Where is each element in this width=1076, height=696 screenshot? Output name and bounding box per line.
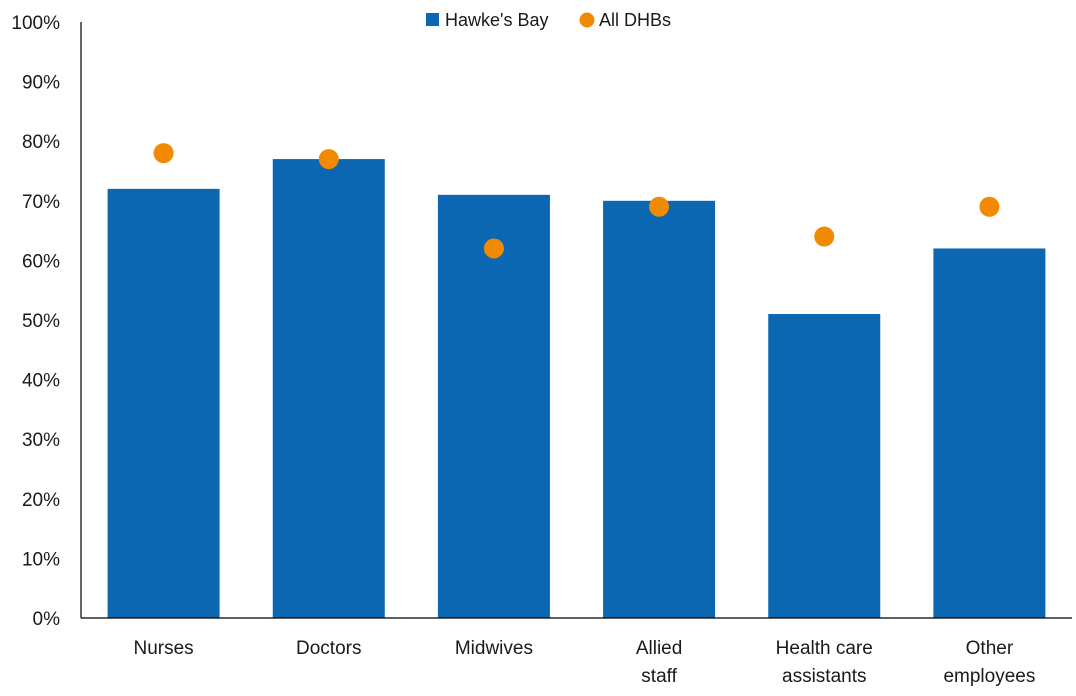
- legend-label: All DHBs: [599, 10, 671, 30]
- x-tick-label: Doctors: [296, 638, 361, 659]
- y-tick-label: 80%: [22, 132, 60, 153]
- y-tick-label: 90%: [22, 73, 60, 94]
- data-point: [483, 238, 504, 259]
- y-tick-label: 70%: [22, 192, 60, 213]
- data-point: [814, 226, 835, 247]
- bar: [107, 188, 220, 618]
- data-point: [649, 196, 670, 217]
- bar: [768, 314, 881, 618]
- bar: [933, 248, 1046, 619]
- legend-label: Hawke's Bay: [445, 10, 548, 30]
- y-tick-label: 50%: [22, 311, 60, 332]
- x-tick-label: Nurses: [133, 638, 193, 659]
- x-tick-label: Midwives: [455, 638, 533, 659]
- y-tick-label: 20%: [22, 490, 60, 511]
- x-tick-label: Health care assistants: [776, 638, 873, 687]
- data-point: [318, 149, 339, 170]
- y-axis: 0% 10% 20% 30% 40% 50% 60% 70% 80% 90% 100%: [11, 13, 82, 630]
- data-point: [153, 143, 174, 164]
- legend-swatch-square: [426, 13, 439, 26]
- x-tick-label: Allied staff: [636, 638, 682, 687]
- y-tick-label: 0%: [33, 609, 61, 630]
- bar: [272, 159, 385, 618]
- y-tick-label: 100%: [11, 13, 60, 34]
- bar: [437, 194, 550, 618]
- dot-series: [153, 143, 1000, 259]
- y-tick-label: 40%: [22, 371, 60, 392]
- y-tick-label: 60%: [22, 251, 60, 272]
- x-axis: Nurses Doctors Midwives Allied staff Health c…: [81, 617, 1072, 687]
- x-tick-label: Other employees: [943, 638, 1035, 687]
- data-point: [979, 196, 1000, 217]
- legend: Hawke's Bay All DHBs: [426, 10, 671, 30]
- legend-swatch-circle: [579, 12, 595, 28]
- y-tick-label: 10%: [22, 549, 60, 570]
- y-tick-label: 30%: [22, 430, 60, 451]
- bar: [603, 200, 716, 619]
- bar-series: [107, 159, 1046, 619]
